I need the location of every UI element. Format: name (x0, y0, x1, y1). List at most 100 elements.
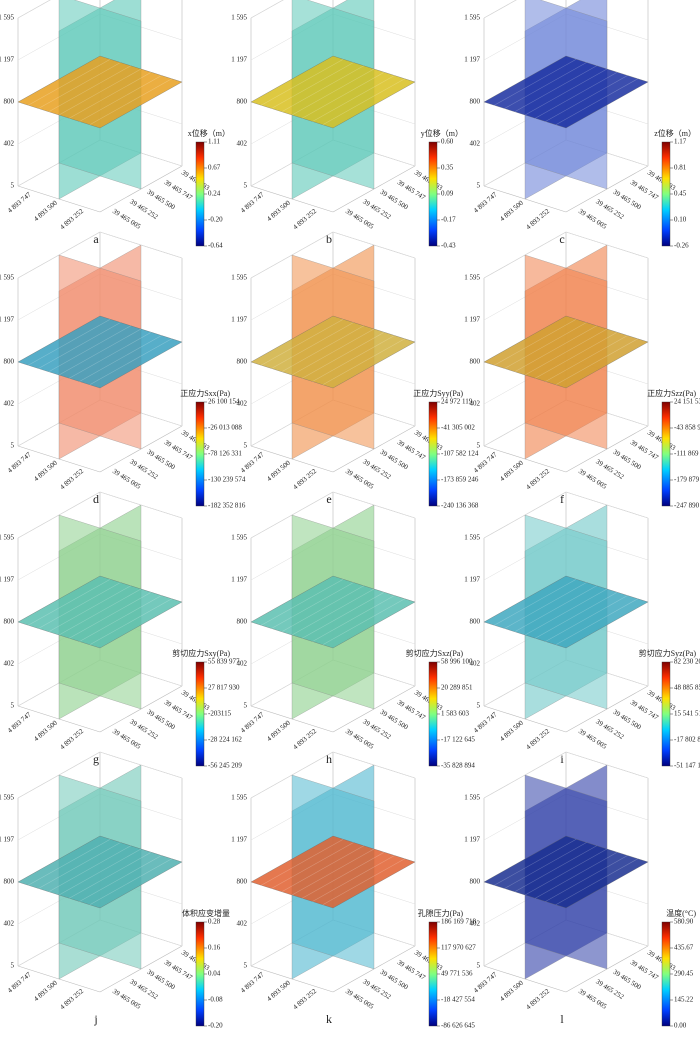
colorbar-tick-label: 580.90 (674, 918, 694, 926)
slice-stripe (545, 75, 628, 122)
colorbar (195, 141, 205, 247)
grid-line (250, 491, 416, 539)
x-tick-label: 4 893 252 (525, 207, 552, 231)
slice-stripe (38, 582, 121, 629)
slice-stripe (79, 75, 162, 122)
x-tick-label: 4 893 747 (6, 190, 33, 214)
colorbar-tick-label: 20 289 851 (441, 684, 473, 692)
panel-label: d (93, 492, 99, 506)
colorbar-tick-label: -0.20 (208, 216, 223, 224)
x-tick-label: 4 893 252 (525, 987, 552, 1011)
grid-line (17, 491, 183, 539)
slice-stripe (494, 58, 577, 106)
z-tick-label: 5 (11, 182, 15, 190)
colorbar-tick-label: 117 970 627 (441, 944, 476, 952)
x-tick-label: 4 893 500 (498, 979, 525, 1003)
colorbar-tick-label: -203115 (208, 710, 232, 718)
slice-stripe (302, 71, 385, 119)
colorbar-tick-label: -0.64 (208, 242, 223, 250)
horizontal-slice (17, 315, 183, 389)
horizontal-slice (483, 575, 649, 649)
x-tick-label: 4 893 252 (292, 207, 319, 231)
colorbar-tick-label: 24 972 119 (441, 398, 473, 406)
slice-stripe (302, 331, 385, 379)
grid-line (483, 751, 649, 799)
x-tick-label: 4 893 747 (472, 710, 499, 734)
slice-stripe (302, 591, 385, 639)
slice-stripe (555, 338, 638, 386)
colorbar-tick-label: 0.45 (674, 190, 687, 198)
slice-stripe (38, 842, 121, 889)
slice-stripe (291, 848, 375, 896)
slice-stripe (28, 838, 111, 886)
colorbar-title: 温度(°C) (666, 908, 696, 918)
z-tick-label: 1 595 (464, 794, 480, 802)
colorbar-tick-label: -51 147 180 (674, 762, 700, 770)
slice-stripe (271, 62, 354, 109)
y-tick-label: 39 465 005 (111, 727, 142, 751)
z-tick-label: 402 (237, 920, 248, 928)
slice-stripe (69, 331, 152, 379)
colorbar-tick-label: -182 352 816 (208, 502, 246, 510)
z-tick-label: 5 (477, 702, 481, 710)
colorbar-tick-label: 1.11 (208, 138, 220, 146)
x-tick-label: 4 893 500 (498, 459, 525, 483)
horizontal-slice (250, 575, 416, 649)
colorbar-tick-label: -41 305 002 (441, 424, 475, 432)
slice-stripe (312, 595, 395, 642)
x-tick-label: 4 893 500 (498, 719, 525, 743)
slice-stripe (69, 851, 152, 899)
slice-stripe (504, 62, 587, 109)
x-tick-label: 4 893 500 (265, 719, 292, 743)
z-tick-label: 5 (244, 702, 248, 710)
colorbar-title: x位移（m） (188, 128, 230, 138)
colorbar-tick-label: -0.26 (674, 242, 689, 250)
panel-label: l (560, 1012, 564, 1026)
z-tick-label: 800 (237, 878, 248, 886)
slice-stripe (48, 65, 131, 113)
slice-stripe (322, 78, 405, 126)
x-tick-label: 4 893 747 (6, 970, 33, 994)
colorbar-tick-label: -0.43 (441, 242, 456, 250)
x-tick-label: 4 893 252 (59, 987, 86, 1011)
colorbar-title: 正应力Syy(Pa) (413, 388, 463, 398)
z-tick-label: 1 197 (0, 836, 15, 844)
z-tick-label: 1 197 (231, 56, 247, 64)
y-tick-label: 39 465 005 (344, 727, 375, 751)
x-tick-label: 4 893 747 (472, 970, 499, 994)
colorbar-tick-label: 0.04 (208, 970, 221, 978)
slice-stripe (312, 75, 395, 122)
colorbar-tick-label: 0.09 (441, 190, 454, 198)
colorbar-tick-label: 0.35 (441, 164, 454, 172)
x-tick-label: 4 893 500 (32, 719, 59, 743)
grid-line (17, 231, 183, 279)
slice-stripe (271, 842, 354, 889)
x-tick-label: 4 893 252 (59, 207, 86, 231)
slice-stripe (48, 585, 131, 633)
z-tick-label: 1 197 (231, 316, 247, 324)
x-tick-label: 4 893 747 (239, 450, 266, 474)
colorbar-tick-label: 435.67 (674, 944, 694, 952)
x-tick-label: 4 893 747 (239, 970, 266, 994)
z-tick-label: 800 (470, 618, 481, 626)
colorbar-tick-label: 1 583 603 (441, 710, 470, 718)
z-tick-label: 1 197 (231, 836, 247, 844)
slice-stripe (281, 585, 364, 633)
y-tick-label: 39 465 005 (344, 467, 375, 491)
slice-stripe (58, 68, 142, 116)
z-tick-label: 402 (470, 660, 481, 668)
slice-stripe (79, 595, 162, 642)
z-tick-label: 1 197 (0, 576, 15, 584)
colorbar-tick-label: 0.24 (208, 190, 221, 198)
slice-stripe (514, 845, 597, 893)
z-tick-label: 800 (4, 878, 15, 886)
colorbar (661, 661, 671, 767)
colorbar-tick-label: -35 828 894 (441, 762, 475, 770)
colorbar-tick-label: -247 890 404 (674, 502, 700, 510)
panel-label: b (326, 232, 332, 246)
colorbar-tick-label: -111 869 435 (674, 450, 700, 458)
colorbar-tick-label: -26 013 088 (208, 424, 242, 432)
colorbar (661, 141, 671, 247)
slice-stripe (504, 842, 587, 889)
